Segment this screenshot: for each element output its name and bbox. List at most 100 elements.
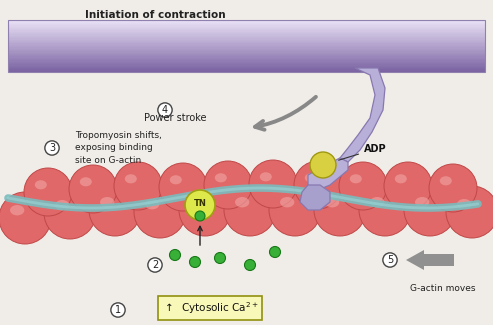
Circle shape (249, 160, 297, 208)
Circle shape (44, 187, 96, 239)
Bar (8, 42, 485, 44)
Polygon shape (340, 68, 385, 162)
Ellipse shape (280, 197, 294, 207)
Bar (8, 36, 485, 37)
Bar (8, 60, 485, 62)
Bar (8, 62, 485, 63)
Text: 3: 3 (49, 143, 55, 153)
Ellipse shape (305, 173, 317, 182)
Ellipse shape (457, 199, 471, 209)
Circle shape (446, 186, 493, 238)
Bar (8, 57, 485, 58)
Circle shape (294, 161, 342, 209)
Circle shape (245, 259, 255, 270)
Circle shape (159, 163, 207, 211)
Circle shape (69, 165, 117, 213)
Ellipse shape (80, 177, 92, 186)
Bar (8, 70, 485, 71)
Text: ADP: ADP (339, 144, 387, 160)
Bar (8, 21, 485, 23)
Text: G-actin moves: G-actin moves (410, 284, 476, 293)
Circle shape (204, 161, 252, 209)
Bar (8, 24, 485, 26)
Bar (8, 20, 485, 22)
Bar (8, 54, 485, 56)
Circle shape (269, 184, 321, 236)
Circle shape (0, 192, 51, 244)
Bar (8, 41, 485, 43)
Text: 2: 2 (152, 260, 158, 270)
Ellipse shape (145, 199, 159, 209)
Bar (8, 38, 485, 40)
Bar (8, 51, 485, 53)
Circle shape (170, 250, 180, 261)
Bar (8, 71, 485, 72)
Polygon shape (300, 185, 330, 210)
Ellipse shape (125, 174, 137, 183)
Bar (8, 20, 485, 72)
Bar (8, 47, 485, 49)
Bar (8, 50, 485, 52)
Polygon shape (308, 158, 348, 190)
Polygon shape (406, 250, 424, 270)
Circle shape (24, 168, 72, 216)
Circle shape (270, 246, 281, 257)
Bar (8, 34, 485, 36)
Ellipse shape (350, 174, 362, 183)
Ellipse shape (395, 174, 407, 183)
Circle shape (384, 162, 432, 210)
Text: Tropomyosin shifts,
exposing binding
site on G-actin: Tropomyosin shifts, exposing binding sit… (75, 131, 162, 165)
Bar (8, 37, 485, 39)
Ellipse shape (235, 197, 249, 207)
Bar (8, 64, 485, 66)
Ellipse shape (415, 197, 429, 207)
Ellipse shape (440, 176, 452, 185)
Circle shape (314, 184, 366, 236)
Text: 5: 5 (387, 255, 393, 265)
Bar (8, 58, 485, 59)
Ellipse shape (55, 200, 70, 210)
Bar (8, 46, 485, 48)
Bar (8, 44, 485, 45)
Bar (8, 31, 485, 32)
Ellipse shape (190, 197, 205, 207)
Ellipse shape (260, 172, 272, 181)
Bar (8, 25, 485, 27)
Bar (8, 40, 485, 41)
Text: $\uparrow$  Cytosolic Ca$^{2+}$: $\uparrow$ Cytosolic Ca$^{2+}$ (162, 300, 258, 316)
Ellipse shape (370, 197, 385, 207)
Circle shape (310, 152, 336, 178)
Bar (8, 59, 485, 61)
Bar (8, 67, 485, 69)
Ellipse shape (170, 175, 182, 184)
Bar (8, 63, 485, 65)
Bar (8, 33, 485, 35)
Bar (8, 23, 485, 24)
Circle shape (185, 190, 215, 220)
Ellipse shape (35, 180, 47, 189)
Bar (8, 49, 485, 50)
Bar (8, 32, 485, 33)
Circle shape (359, 184, 411, 236)
Circle shape (179, 184, 231, 236)
Bar (8, 53, 485, 54)
Ellipse shape (100, 197, 114, 207)
Bar (8, 28, 485, 30)
Circle shape (224, 184, 276, 236)
Circle shape (339, 162, 387, 210)
Circle shape (429, 164, 477, 212)
Bar (8, 27, 485, 28)
Bar (8, 68, 485, 70)
Circle shape (114, 162, 162, 210)
Circle shape (195, 211, 205, 221)
Circle shape (134, 186, 186, 238)
Text: 1: 1 (115, 305, 121, 315)
Ellipse shape (215, 173, 227, 182)
Bar (8, 29, 485, 31)
Circle shape (189, 256, 201, 267)
Text: TN: TN (194, 199, 207, 207)
Ellipse shape (10, 205, 24, 215)
Circle shape (89, 184, 141, 236)
Circle shape (214, 253, 225, 264)
Bar (8, 45, 485, 46)
